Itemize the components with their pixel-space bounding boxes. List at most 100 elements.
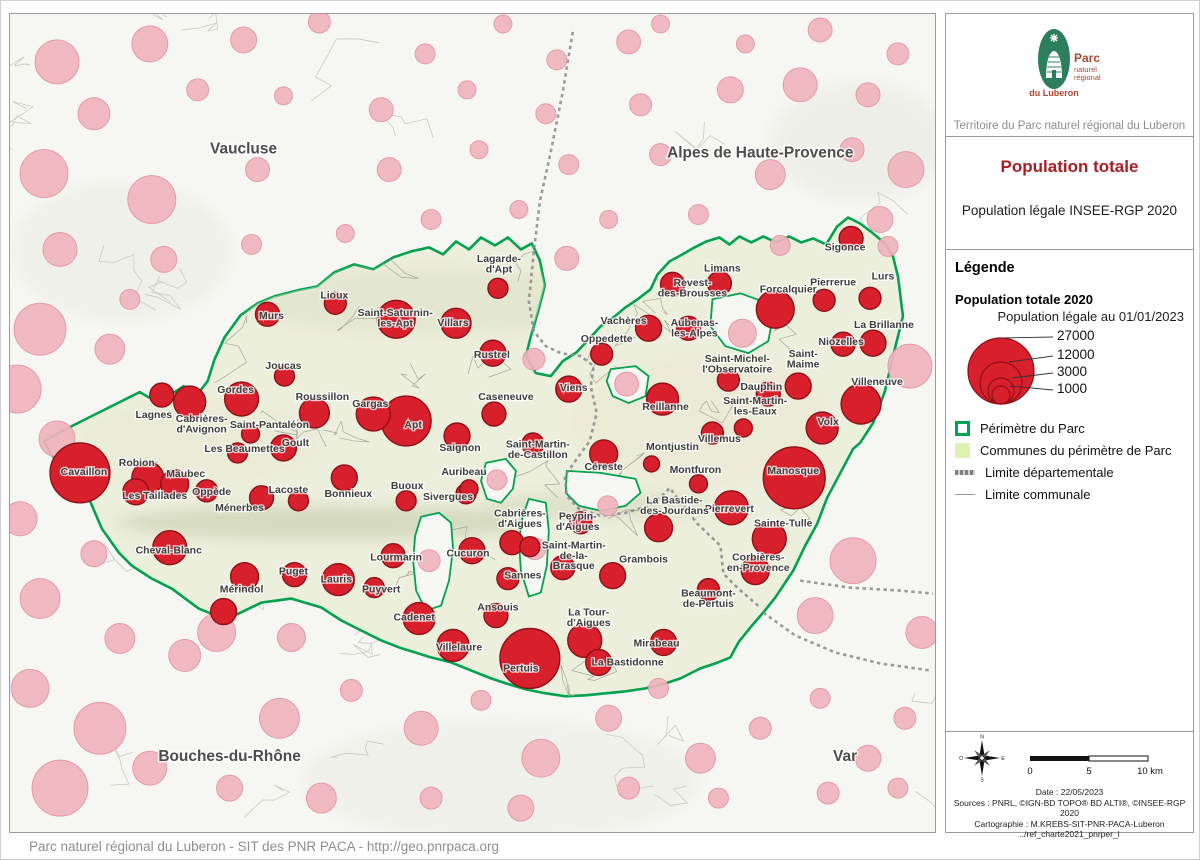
population-circle-outside [887,777,909,799]
legend-leader-line [1008,355,1054,363]
boundary-line [607,509,641,537]
commune-label: Revest-des-Brousses [658,278,727,299]
commune-label: Volx [817,417,839,428]
commune-label: Saint-Martin-de-la-Brasque [542,540,606,572]
population-circle-outside [522,347,546,371]
population-circle [223,381,260,417]
population-circle-outside [94,333,126,365]
population-circle-outside [599,210,619,229]
population-circle [569,511,593,535]
boundary-line [571,652,617,681]
legend-circle-value: 27000 [1057,328,1095,343]
population-circle [229,561,260,592]
population-circle-outside [597,495,619,517]
population-circle [226,442,249,464]
commune-label: Mérindol [220,585,264,596]
commune-label: Cadenet [393,613,435,624]
department-labels: Vaucluse Alpes de Haute-Provence Bouches-d… [157,139,859,767]
legend-leader-line [1000,336,1054,339]
population-circle-outside [368,97,394,123]
map-subtitle: Population légale INSEE-RGP 2020 [961,203,1178,218]
population-circle-outside [554,245,580,271]
population-circle-outside [807,17,833,43]
boundary-line [560,664,579,697]
population-circle [716,368,741,392]
commune-label: Niozelles [818,337,864,348]
population-circle [675,315,702,341]
commune-label: Cabrières-d'Avignon [176,414,228,435]
commune-label: Lurs [872,271,895,282]
population-circle-outside [648,677,670,699]
population-circle [323,291,348,315]
logo-section: Parc naturel régional du Luberon Territo… [946,14,1193,137]
population-circle-outside [245,157,270,183]
population-circle-outside [629,93,653,117]
terrain-shade [12,181,232,322]
population-circle [598,561,627,590]
sidebar: Parc naturel régional du Luberon Territo… [945,13,1194,839]
cartouche-section: N E S O 0 5 10 km Date : 22/05/2023 Sour… [946,732,1193,850]
population-circle [209,597,238,626]
population-circle-outside [887,151,925,189]
boundary-line [400,362,426,389]
proportional-circles-legend: 27000 12000 3000 1000 [967,328,1095,405]
population-circle-outside [259,697,300,739]
commune-label: La Bastide-des-Jourdans [640,496,709,517]
commune-label: Saignon [439,443,480,454]
population-circle [152,530,188,566]
commune-label: Mirabeau [634,638,680,649]
department-label: Alpes de Haute-Provence [667,145,854,162]
population-circle-outside [80,540,108,568]
commune-label: Saint-Martin-les-Eaux [723,396,787,417]
population-circle-outside [887,343,933,389]
population-circle [402,601,436,636]
population-circle [436,628,470,663]
population-circle-outside [73,701,127,755]
boundary-line [675,121,726,152]
commune-labels: Cavaillon Robion Les Taillades Maubec Oppède… [59,241,915,676]
boundary-line [144,276,182,310]
boundary-line [110,738,133,786]
population-circle-outside [119,288,141,310]
commune-label: La Brillanne [854,320,914,331]
population-circle-outside [305,782,337,814]
commune-label: Rustrel [474,350,510,361]
population-circle [550,554,576,581]
commune-label: La Tour-d'Aigues [567,607,611,628]
population-circle-outside [649,143,673,167]
legend-section: Légende Population totale 2020 Populatio… [946,250,1193,732]
population-circle [287,490,310,512]
commune-label: Saint-Pantaléon [230,420,309,431]
commune-label: Reillanne [642,402,689,413]
legend-items: Périmètre du Parc Communes du périmètre … [955,421,1184,502]
population-circle-outside [469,140,489,160]
commune-label: Lourmarin [370,553,422,564]
population-circle-outside [34,39,80,85]
population-circle-outside [486,469,508,491]
legend-item-perimetre: Périmètre du Parc [955,421,1184,436]
legend-heading: Légende [955,260,1015,276]
commune-label: Lioux [320,290,348,301]
population-circle [649,628,678,657]
population-circle-outside [716,76,744,104]
commune-label: Saint-Martin-de-Castillon [506,440,570,461]
population-circle-outside [77,97,111,131]
population-circle [240,424,261,444]
population-circle-outside [10,501,38,537]
commune-label: Murs [259,311,284,322]
svg-text:régional: régional [1074,73,1101,82]
commune-label: Saint-Michel-l'Observatoire [702,354,772,375]
terrain-shade [301,720,701,832]
population-circle [483,602,509,629]
commune-label: Pierrevert [705,504,754,515]
population-circle-outside [276,623,306,652]
legend-circle-value: 12000 [1057,347,1095,362]
population-circle-outside [414,43,436,65]
population-circle-outside [877,235,899,257]
population-circle-outside [651,14,671,34]
commune-label: Roussillon [296,392,350,403]
population-circle-outside [748,716,772,740]
commune-label: Montfuron [670,465,722,476]
commune-label: Montjustin [646,442,699,453]
population-circles-park [49,225,887,690]
